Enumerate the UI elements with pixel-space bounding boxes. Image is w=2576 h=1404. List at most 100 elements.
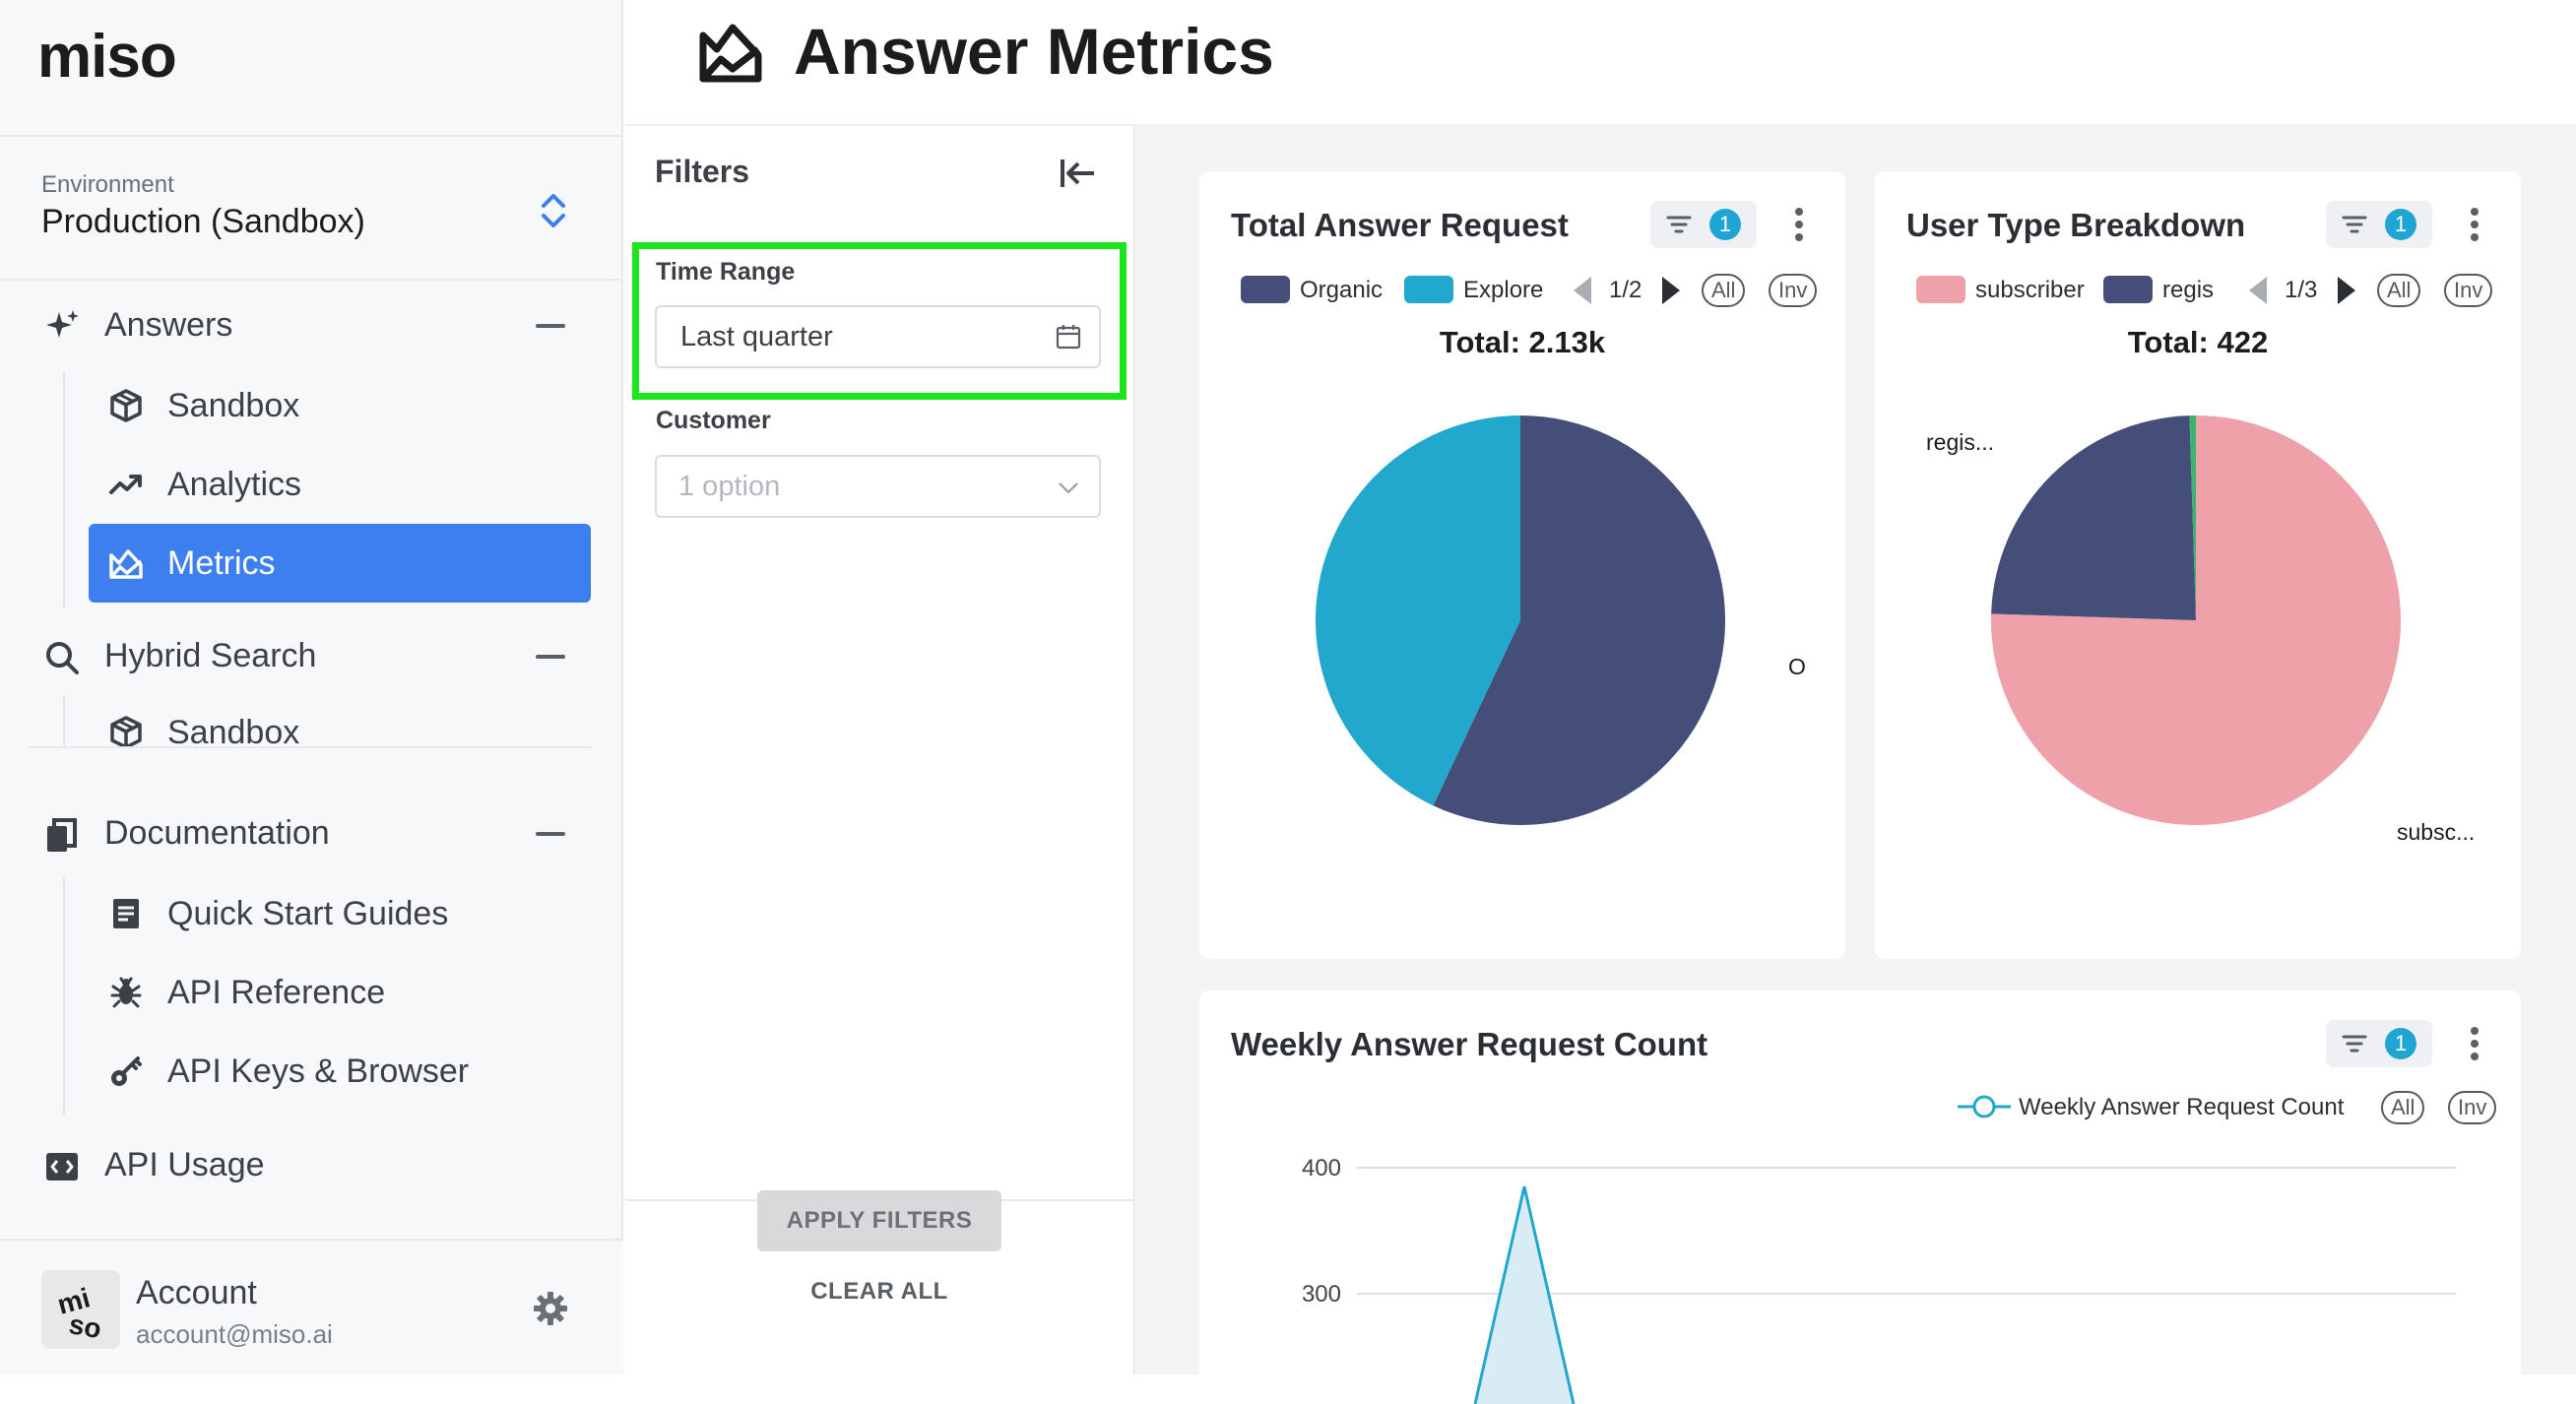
pie-chart-total-answer-request [1316,415,1725,825]
chart-total: Total: 2.13k [1439,325,1606,359]
pie-chart-user-type-breakdown [1991,415,2401,825]
card-filter-button[interactable]: 1 [1650,201,1757,248]
legend-label[interactable]: Explore [1463,277,1544,303]
tree-line [63,372,65,608]
legend-swatch-organic[interactable] [1241,276,1290,303]
legend-swatch-regis[interactable] [2103,276,2153,303]
nav-section-answers[interactable]: Answers [0,291,623,360]
pie-slice-other[interactable] [2189,415,2196,620]
filter-count-badge: 1 [2385,1028,2416,1059]
legend-invert-button[interactable]: Inv [2444,274,2493,307]
series-line[interactable] [1473,1185,1576,1404]
sidebar-item-quick-start-guides[interactable]: Quick Start Guides [89,874,591,953]
sidebar-item-hybrid-sandbox[interactable]: Sandbox [89,695,591,746]
filter-icon [1666,216,1692,233]
chevron-up-down-icon[interactable] [537,190,570,231]
card-title: User Type Breakdown [1906,207,2246,243]
legend-invert-button[interactable]: Inv [2448,1091,2497,1124]
sidebar-item-answers-analytics[interactable]: Analytics [89,445,591,524]
apply-filters-button[interactable]: APPLY FILTERS [757,1190,1001,1251]
area-chart-weekly: 400 300 [1302,1155,2456,1404]
pie-outside-label: O [1788,654,1806,679]
pie-slice-explore[interactable] [1316,415,1520,806]
legend-all-button[interactable]: All [1702,274,1746,307]
series-area [1475,1186,1574,1404]
legend-page: 1/3 [2285,277,2318,303]
more-options-icon[interactable] [2470,207,2479,242]
sidebar: miso Environment Production (Sandbox) An… [0,0,623,1374]
legend-next-icon[interactable] [1662,277,1680,304]
nav-section-documentation[interactable]: Documentation [0,799,623,868]
metrics-chart-icon [699,24,762,83]
chevron-down-icon [1059,482,1078,494]
legend-label[interactable]: subscriber [1975,277,2085,303]
y-tick-label: 300 [1302,1281,1341,1308]
pie-slice-organic[interactable] [1433,415,1725,825]
sidebar-item-answers-metrics[interactable]: Metrics [89,524,591,603]
pie-slice-label-regis: regis... [1926,429,1995,455]
legend-label[interactable]: Weekly Answer Request Count [2019,1094,2345,1120]
sidebar-item-label: API Reference [167,974,386,1011]
more-options-icon[interactable] [1794,207,1804,242]
account-name: Account [136,1274,257,1311]
customer-label: Customer [656,407,771,434]
collapse-icon[interactable] [536,832,565,836]
nav-section-api-usage[interactable]: API Usage [0,1131,623,1200]
legend-swatch-explore[interactable] [1404,276,1453,303]
legend-swatch-subscriber[interactable] [1916,276,1965,303]
sidebar-item-label: Analytics [167,466,302,503]
more-options-icon[interactable] [2470,1026,2479,1061]
sidebar-item-label: Quick Start Guides [167,895,449,932]
legend-page: 1/2 [1609,277,1642,303]
legend-prev-icon[interactable] [2249,277,2267,304]
nav-section-label: API Usage [104,1146,265,1183]
pie-slice-regis[interactable] [1991,415,2196,620]
divider [28,746,591,748]
sparkle-icon [46,310,79,338]
pie-slice-label-subscriber: subsc... [2397,819,2476,845]
card-filter-button[interactable]: 1 [2326,201,2432,248]
clear-all-button[interactable]: CLEAR ALL [810,1278,948,1305]
sidebar-item-answers-sandbox[interactable]: Sandbox [89,366,591,445]
chart-legend: Weekly Answer Request Count All Inv [1958,1089,2509,1124]
gear-icon[interactable] [532,1290,569,1327]
legend-invert-button[interactable]: Inv [1769,274,1818,307]
customer-select[interactable]: 1 option [655,455,1101,518]
collapse-icon[interactable] [536,655,565,659]
code-icon [46,1153,78,1181]
legend-label[interactable]: regis [2162,277,2215,303]
chart-legend: subscriber regis 1/3 All Inv [1916,272,2507,307]
sidebar-item-label: Sandbox [167,714,300,746]
y-tick-label: 400 [1302,1155,1341,1181]
dashboard: Total Answer Request 1 Organic Explore 1… [1136,124,2576,1404]
legend-prev-icon[interactable] [1574,277,1591,304]
time-range-picker[interactable]: Last quarter [655,305,1101,368]
card-user-type-breakdown: User Type Breakdown 1 subscriber regis 1… [1875,171,2521,959]
card-total-answer-request: Total Answer Request 1 Organic Explore 1… [1199,171,1845,959]
collapse-icon[interactable] [536,324,565,328]
legend-line-marker[interactable] [1958,1093,2011,1120]
legend-label[interactable]: Organic [1300,277,1384,303]
legend-next-icon[interactable] [2338,277,2355,304]
customer-placeholder: 1 option [678,471,781,502]
environment-selector[interactable]: Production (Sandbox) [41,203,365,240]
page-title: Answer Metrics [794,15,1274,88]
bug-icon [110,977,142,1008]
legend-all-button[interactable]: All [2381,1091,2425,1124]
sidebar-item-api-reference[interactable]: API Reference [89,953,591,1032]
filter-count-badge: 1 [1709,209,1741,240]
metrics-chart-icon [109,549,143,579]
legend-all-button[interactable]: All [2377,274,2421,307]
card-filter-button[interactable]: 1 [2326,1020,2432,1067]
nav-section-hybrid-search[interactable]: Hybrid Search [0,622,623,691]
sidebar-item-api-keys[interactable]: API Keys & Browser [89,1032,591,1111]
card-title: Weekly Answer Request Count [1231,1026,1708,1062]
key-icon [111,1056,142,1086]
sidebar-item-label: Sandbox [167,387,300,424]
account-section[interactable]: mi so Account account@miso.ai [0,1239,623,1374]
collapse-panel-icon[interactable] [1059,156,1098,191]
miso-logo[interactable]: miso [37,23,177,91]
time-range-label: Time Range [656,258,796,286]
search-icon [46,642,79,674]
highlight-box [632,242,1127,400]
